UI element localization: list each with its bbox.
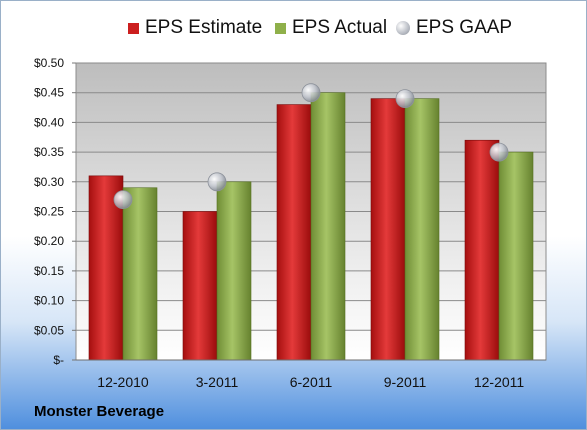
- legend-swatch-actual: [275, 22, 286, 34]
- y-tick-label: $0.25: [34, 205, 64, 219]
- x-tick-label: 3-2011: [196, 374, 239, 390]
- point-eps-gaap: [207, 172, 227, 192]
- y-tick-label: $0.20: [34, 234, 64, 248]
- legend-label-gaap: EPS GAAP: [416, 17, 513, 38]
- legend-swatch-gaap: [396, 21, 410, 35]
- point-eps-gaap: [489, 142, 509, 162]
- legend-item-estimate: EPS Estimate: [128, 17, 262, 39]
- point-eps-gaap: [395, 89, 415, 109]
- x-tick-label: 9-2011: [384, 374, 427, 390]
- bar-eps-estimate: [370, 98, 406, 361]
- y-tick-label: $0.50: [34, 56, 64, 70]
- point-eps-gaap: [113, 190, 133, 210]
- bar-eps-actual: [498, 151, 534, 361]
- legend-item-actual: EPS Actual: [275, 17, 387, 39]
- legend-swatch-estimate: [128, 22, 139, 34]
- bar-eps-estimate: [276, 104, 312, 361]
- x-tick-label: 12-2010: [97, 374, 149, 390]
- point-eps-gaap: [301, 83, 321, 103]
- company-name: Monster Beverage: [34, 403, 165, 420]
- legend-label-actual: EPS Actual: [292, 17, 388, 38]
- bar-eps-actual: [404, 98, 440, 361]
- y-tick-label: $0.15: [34, 264, 64, 278]
- x-tick-label: 12-2011: [474, 374, 525, 390]
- y-tick-label: $0.45: [34, 86, 64, 100]
- legend-item-gaap: EPS GAAP: [396, 17, 512, 39]
- y-tick-label: $0.05: [34, 323, 64, 337]
- bar-eps-actual: [216, 181, 252, 361]
- bar-eps-estimate: [182, 211, 218, 361]
- bar-eps-actual: [122, 187, 158, 361]
- y-tick-label: $0.10: [34, 294, 64, 308]
- y-tick-label: $0.35: [34, 145, 64, 159]
- y-tick-label: $-: [53, 353, 64, 367]
- legend: EPS Estimate EPS Actual EPS GAAP: [1, 17, 586, 43]
- y-tick-label: $0.40: [34, 115, 64, 129]
- x-tick-label: 6-2011: [290, 374, 333, 390]
- legend-label-estimate: EPS Estimate: [145, 17, 263, 38]
- y-tick-label: $0.30: [34, 175, 64, 189]
- bar-eps-actual: [310, 92, 346, 361]
- bar-eps-estimate: [464, 139, 500, 361]
